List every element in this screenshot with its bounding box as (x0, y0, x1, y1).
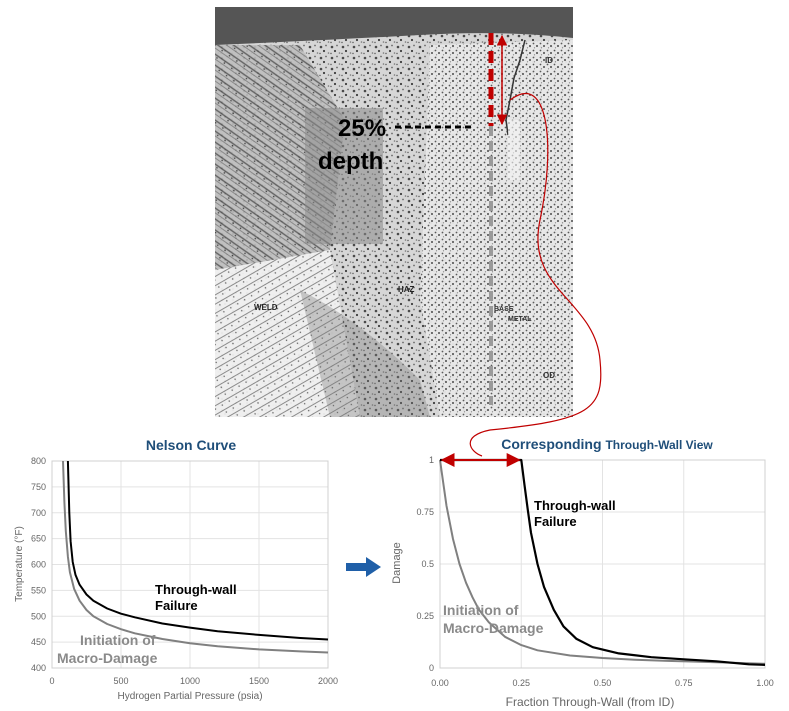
through-wall-y-tick-label: 0.25 (416, 611, 434, 621)
through-wall-grid (439, 459, 766, 669)
nelson-annotation-through-wall-l1: Through-wall (155, 582, 237, 597)
label-haz: HAZ (398, 285, 415, 294)
nelson-x-tick-label: 2000 (318, 676, 338, 686)
nelson-y-tick-label: 700 (31, 508, 46, 518)
label-metal: METAL (508, 316, 532, 323)
through-wall-y-tick-label: 0.75 (416, 507, 434, 517)
nelson-x-ticks: 0 500 1000 1500 2000 (49, 676, 338, 686)
crack-tip-highlight (508, 120, 520, 180)
label-weld: WELD (254, 303, 278, 312)
through-wall-y-tick-label: 0.5 (421, 559, 434, 569)
nelson-y-tick-label: 650 (31, 534, 46, 544)
nelson-series-initiation-line (62, 460, 329, 654)
label-base: BASE (494, 306, 514, 313)
nelson-y-ticks: 400 450 500 550 600 650 700 750 800 (31, 456, 46, 673)
through-wall-x-tick-label: 0.50 (594, 678, 612, 688)
darker-patch (305, 108, 383, 244)
micrograph-top-band (215, 7, 573, 45)
through-wall-series-initiation-line (439, 459, 766, 665)
nelson-y-axis-title: Temperature (°F) (14, 526, 25, 602)
nelson-curve-chart: Nelson Curve 0 500 1000 1500 2000 400 450 500 5… (14, 437, 338, 702)
through-wall-y-tick-label: 1 (429, 455, 434, 465)
connector-curve (469, 92, 602, 457)
nelson-y-tick-label: 550 (31, 585, 46, 595)
nelson-plot-frame (51, 460, 329, 669)
nelson-series-through-wall-line (66, 460, 329, 641)
through-wall-chart: Corresponding Through-Wall View 0.00 0.25… (391, 436, 774, 709)
through-wall-plot-frame (439, 459, 766, 669)
through-wall-annotation-initiation-l2: Macro-Damage (443, 620, 544, 636)
through-wall-y-tick-label: 0 (429, 663, 434, 673)
weld-region-lower (215, 250, 360, 417)
through-wall-y-ticks: 0 0.25 0.5 0.75 1 (416, 455, 434, 673)
nelson-y-tick-label: 400 (31, 663, 46, 673)
label-od: OD (543, 371, 555, 380)
depth-percent-label: 25% (338, 115, 386, 142)
through-wall-x-ticks: 0.00 0.25 0.50 0.75 1.00 (431, 678, 774, 688)
through-wall-x-tick-label: 1.00 (756, 678, 774, 688)
through-wall-x-tick-label: 0.00 (431, 678, 449, 688)
base-metal-region (420, 40, 573, 417)
nelson-x-axis-title: Hydrogen Partial Pressure (psia) (117, 691, 262, 702)
transition-arrow-icon (346, 557, 381, 577)
nelson-y-tick-label: 750 (31, 482, 46, 492)
nelson-x-tick-label: 1000 (180, 676, 200, 686)
label-id: ID (545, 56, 553, 65)
through-wall-annotation-failure-l2: Failure (534, 514, 577, 529)
nelson-annotation-through-wall-l2: Failure (155, 598, 198, 613)
nelson-y-tick-label: 450 (31, 637, 46, 647)
nelson-x-tick-label: 1500 (249, 676, 269, 686)
nelson-y-tick-label: 500 (31, 611, 46, 621)
micrograph-photo: ID WELD HAZ BASE METAL OD 25% depth (215, 7, 573, 417)
nelson-chart-title: Nelson Curve (146, 437, 236, 453)
through-wall-x-axis-title: Fraction Through-Wall (from ID) (506, 695, 675, 709)
through-wall-annotation-initiation-l1: Initiation of (443, 602, 519, 618)
through-wall-chart-title: Corresponding Through-Wall View (501, 436, 713, 452)
through-wall-y-axis-title: Damage (391, 542, 403, 584)
nelson-annotation-initiation-l2: Macro-Damage (57, 650, 158, 666)
nelson-y-tick-label: 800 (31, 456, 46, 466)
through-wall-annotation-failure-l1: Through-wall (534, 498, 616, 513)
nelson-annotation-initiation-l1: Initiation of (80, 632, 156, 648)
through-wall-series-failure-line (440, 458, 766, 666)
nelson-y-tick-label: 600 (31, 560, 46, 570)
depth-word-label: depth (318, 148, 383, 175)
shadow-band (300, 290, 430, 417)
nelson-x-tick-label: 0 (49, 676, 54, 686)
through-wall-x-tick-label: 0.25 (512, 678, 530, 688)
through-wall-x-tick-label: 0.75 (675, 678, 693, 688)
nelson-x-tick-label: 500 (113, 676, 128, 686)
